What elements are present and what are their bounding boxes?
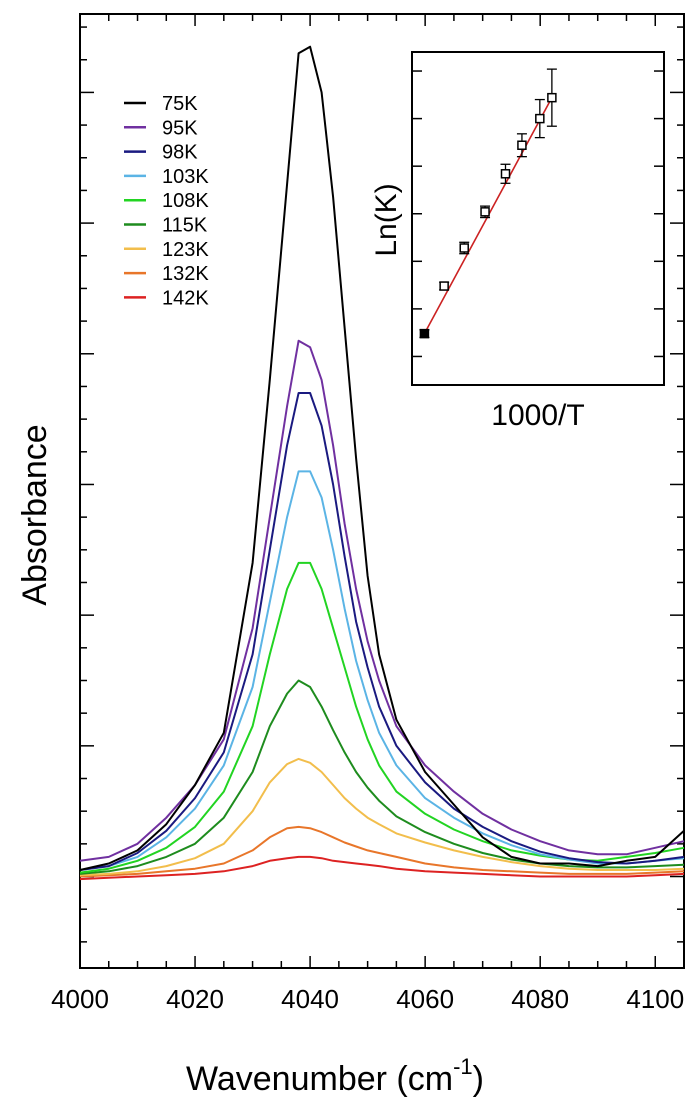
series-line-103K bbox=[79, 470, 685, 871]
inset-plot-area bbox=[411, 51, 665, 386]
series-line-123K bbox=[79, 757, 685, 877]
legend-label-98K: 98K bbox=[162, 142, 198, 164]
inset-y-axis-title: Ln(K) bbox=[370, 183, 403, 256]
x-tick-label: 4020 bbox=[166, 984, 224, 1014]
inset-data-point bbox=[459, 243, 469, 253]
y-axis-title: Absorbance bbox=[16, 424, 54, 605]
inset-data-point bbox=[547, 92, 557, 103]
series-line-115K bbox=[79, 679, 685, 875]
x-tick-label: 4000 bbox=[51, 984, 109, 1014]
x-tick-label: 4100 bbox=[626, 984, 684, 1014]
x-tick-label: 4080 bbox=[511, 984, 569, 1014]
inset-data-point bbox=[480, 207, 490, 217]
series-line-132K bbox=[79, 825, 685, 878]
series-line-95K bbox=[79, 339, 685, 862]
x-axis-title-main: Wavenumber (cm bbox=[186, 1060, 453, 1098]
legend-label-142K: 142K bbox=[162, 287, 209, 309]
inset-frame bbox=[411, 51, 665, 386]
x-axis-title: Wavenumber (cm-1) bbox=[186, 1054, 484, 1098]
series-line-75K bbox=[79, 45, 685, 871]
x-axis-title-close: ) bbox=[473, 1060, 484, 1098]
legend-label-95K: 95K bbox=[162, 117, 198, 139]
legend-label-75K: 75K bbox=[162, 93, 198, 115]
legend-label-108K: 108K bbox=[162, 190, 209, 212]
inset-data-point bbox=[535, 113, 545, 124]
inset-data-point bbox=[439, 281, 449, 291]
x-axis-title-superscript: -1 bbox=[453, 1054, 473, 1079]
inset-data-point bbox=[517, 140, 527, 150]
x-tick-label: 4060 bbox=[396, 984, 454, 1014]
main-plot-frame bbox=[79, 13, 685, 969]
series-line-98K bbox=[79, 392, 685, 871]
legend-label-132K: 132K bbox=[162, 263, 209, 285]
legend-label-103K: 103K bbox=[162, 166, 209, 188]
inset-data-point bbox=[500, 169, 511, 179]
inset-data-point bbox=[419, 328, 430, 339]
legend-label-123K: 123K bbox=[162, 239, 209, 261]
legend-label-115K: 115K bbox=[162, 215, 208, 237]
inset-x-axis-title: 1000/T bbox=[491, 399, 584, 432]
x-tick-label: 4040 bbox=[281, 984, 339, 1014]
series-line-142K bbox=[79, 855, 685, 881]
